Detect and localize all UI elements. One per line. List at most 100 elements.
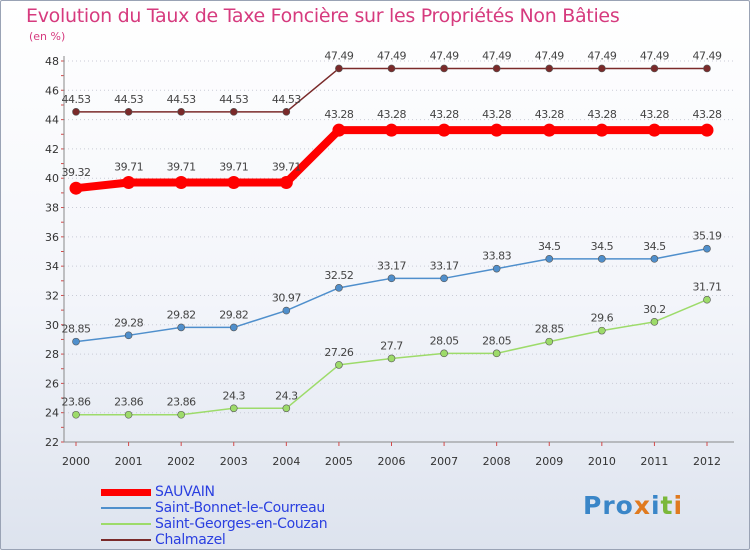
data-label: 34.5 — [538, 240, 561, 253]
data-point — [122, 175, 136, 189]
legend: SAUVAIN Saint-Bonnet-le-Courreau Saint-Geo… — [101, 484, 401, 548]
x-tick-label: 2006 — [378, 455, 406, 468]
x-tick-label: 2009 — [535, 455, 563, 468]
data-point — [174, 175, 188, 189]
data-point — [598, 326, 606, 335]
data-label: 28.85 — [62, 323, 91, 336]
data-point — [335, 284, 343, 292]
data-label: 43.28 — [430, 108, 459, 121]
data-point — [650, 318, 659, 326]
data-label: 27.26 — [324, 346, 353, 359]
data-point — [227, 175, 241, 189]
y-tick-label: 44 — [45, 114, 59, 127]
data-point — [440, 349, 448, 358]
data-label: 44.53 — [219, 93, 248, 106]
data-label: 28.05 — [482, 334, 511, 347]
data-label: 30.2 — [643, 303, 666, 316]
data-point — [72, 337, 80, 346]
legend-swatch — [101, 488, 151, 496]
legend-item: Chalmazel — [101, 532, 401, 548]
data-point — [387, 354, 396, 363]
x-tick-label: 2011 — [640, 455, 668, 468]
data-label: 29.6 — [591, 312, 614, 325]
data-point — [229, 108, 238, 116]
y-tick-label: 28 — [45, 348, 59, 361]
data-label: 33.83 — [482, 250, 511, 263]
y-tick-label: 36 — [45, 231, 59, 244]
data-point — [335, 361, 343, 369]
data-label: 43.28 — [324, 108, 353, 121]
data-label: 39.71 — [219, 160, 248, 173]
data-point — [177, 410, 185, 419]
y-tick-label: 42 — [45, 143, 59, 156]
data-label: 23.86 — [62, 396, 91, 409]
data-label: 43.28 — [482, 108, 511, 121]
data-point — [282, 108, 291, 116]
data-point — [332, 123, 346, 137]
data-point — [492, 349, 501, 358]
proxiti-logo: Proxiti — [583, 491, 684, 520]
data-point — [229, 323, 238, 332]
data-label: 28.85 — [535, 323, 564, 336]
data-label: 44.53 — [272, 93, 301, 106]
data-point — [545, 255, 554, 263]
data-label: 24.3 — [223, 389, 246, 402]
y-tick-label: 24 — [45, 407, 59, 420]
data-point — [595, 123, 609, 137]
data-point — [72, 108, 80, 116]
x-tick-label: 2002 — [167, 455, 195, 468]
legend-label: Saint-Bonnet-le-Courreau — [155, 500, 325, 516]
data-label: 34.5 — [591, 240, 614, 253]
legend-item: SAUVAIN — [101, 484, 401, 500]
data-label: 47.49 — [535, 49, 564, 62]
x-tick-label: 2008 — [483, 455, 511, 468]
x-tick-label: 2000 — [62, 455, 90, 468]
data-point — [282, 306, 291, 315]
legend-item: Saint-Georges-en-Couzan — [101, 516, 401, 532]
data-point — [650, 64, 659, 73]
data-label: 47.49 — [377, 49, 406, 62]
data-label: 43.28 — [693, 108, 722, 121]
data-point — [335, 64, 343, 73]
data-label: 33.17 — [377, 259, 406, 272]
data-point — [387, 64, 396, 73]
data-label: 39.71 — [114, 160, 143, 173]
data-label: 31.71 — [693, 281, 722, 294]
data-point — [229, 404, 238, 413]
data-label: 29.82 — [167, 308, 196, 321]
data-point — [703, 64, 711, 73]
data-point — [647, 123, 661, 137]
data-point — [440, 274, 448, 283]
chart-title: Evolution du Taux de Taxe Foncière sur l… — [26, 5, 620, 27]
data-label: 29.82 — [219, 308, 248, 321]
legend-label: SAUVAIN — [155, 484, 215, 500]
y-tick-label: 26 — [45, 377, 59, 390]
data-label: 43.28 — [640, 108, 669, 121]
unit-label: (en %) — [29, 30, 66, 43]
data-label: 43.28 — [377, 108, 406, 121]
data-label: 39.71 — [272, 160, 301, 173]
data-label: 47.49 — [482, 49, 511, 62]
x-tick-label: 2010 — [588, 455, 616, 468]
legend-swatch — [101, 523, 151, 525]
y-tick-label: 32 — [45, 289, 59, 302]
y-tick-label: 22 — [45, 436, 59, 449]
x-tick-label: 2007 — [430, 455, 458, 468]
legend-label: Saint-Georges-en-Couzan — [155, 516, 328, 532]
data-label: 30.97 — [272, 292, 301, 305]
data-label: 24.3 — [275, 389, 298, 402]
data-label: 35.19 — [693, 230, 722, 243]
data-point — [385, 123, 398, 137]
series-line-0 — [72, 126, 711, 193]
data-point — [387, 274, 396, 283]
data-point — [437, 123, 451, 137]
data-point — [598, 255, 606, 263]
data-label: 39.32 — [62, 166, 91, 179]
data-point — [72, 410, 80, 419]
data-label: 23.86 — [114, 396, 143, 409]
data-label: 33.17 — [430, 259, 459, 272]
data-label: 47.49 — [587, 49, 616, 62]
data-point — [279, 175, 293, 189]
data-point — [492, 264, 501, 273]
